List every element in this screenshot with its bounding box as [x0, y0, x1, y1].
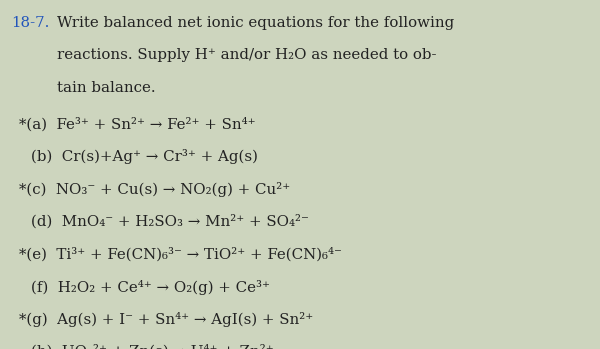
Text: reactions. Supply H⁺ and/or H₂O as needed to ob-: reactions. Supply H⁺ and/or H₂O as neede… [57, 48, 437, 62]
Text: (d)  MnO₄⁻ + H₂SO₃ → Mn²⁺ + SO₄²⁻: (d) MnO₄⁻ + H₂SO₃ → Mn²⁺ + SO₄²⁻ [31, 215, 309, 229]
Text: *(g)  Ag(s) + I⁻ + Sn⁴⁺ → AgI(s) + Sn²⁺: *(g) Ag(s) + I⁻ + Sn⁴⁺ → AgI(s) + Sn²⁺ [19, 312, 313, 327]
Text: *(e)  Ti³⁺ + Fe(CN)₆³⁻ → TiO²⁺ + Fe(CN)₆⁴⁻: *(e) Ti³⁺ + Fe(CN)₆³⁻ → TiO²⁺ + Fe(CN)₆⁴… [19, 247, 342, 261]
Text: (b)  Cr(s)+Ag⁺ → Cr³⁺ + Ag(s): (b) Cr(s)+Ag⁺ → Cr³⁺ + Ag(s) [31, 149, 258, 164]
Text: *(a)  Fe³⁺ + Sn²⁺ → Fe²⁺ + Sn⁴⁺: *(a) Fe³⁺ + Sn²⁺ → Fe²⁺ + Sn⁴⁺ [19, 117, 256, 131]
Text: tain balance.: tain balance. [57, 81, 155, 95]
Text: 18-7.: 18-7. [11, 16, 49, 30]
Text: Write balanced net ionic equations for the following: Write balanced net ionic equations for t… [57, 16, 454, 30]
Text: *(c)  NO₃⁻ + Cu(s) → NO₂(g) + Cu²⁺: *(c) NO₃⁻ + Cu(s) → NO₂(g) + Cu²⁺ [19, 182, 290, 197]
Text: (f)  H₂O₂ + Ce⁴⁺ → O₂(g) + Ce³⁺: (f) H₂O₂ + Ce⁴⁺ → O₂(g) + Ce³⁺ [31, 280, 270, 295]
Text: (h)  UO₂²⁺ + Zn(s) → U⁴⁺ + Zn²⁺: (h) UO₂²⁺ + Zn(s) → U⁴⁺ + Zn²⁺ [31, 345, 274, 349]
